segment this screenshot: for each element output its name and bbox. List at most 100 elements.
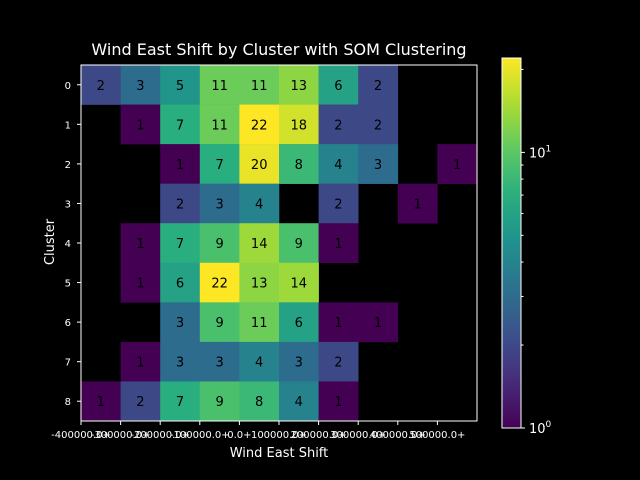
y-tick-label: 0	[65, 81, 71, 92]
heatmap-cell	[239, 381, 280, 422]
heatmap-cell	[199, 144, 240, 184]
heatmap-cell	[358, 65, 399, 105]
cell-value-label: 11	[211, 118, 228, 133]
heatmap-cell	[160, 144, 201, 184]
heatmap-cell	[318, 144, 359, 184]
cell-value-label: 2	[176, 197, 184, 212]
x-tick-label: 200000.0+	[291, 430, 347, 441]
heatmap-cell	[358, 144, 399, 184]
heatmap-cell	[199, 302, 240, 343]
cell-value-label: 1	[176, 158, 184, 173]
cell-value-label: 13	[291, 79, 308, 94]
cell-value-label: 18	[291, 118, 308, 133]
x-tick-label: -400000.0+	[51, 430, 111, 441]
cell-value-label: 22	[211, 277, 228, 292]
cell-value-label: 4	[334, 158, 342, 173]
heatmap-cell	[199, 341, 240, 382]
y-axis-ticks: 0 1 2 3 4 5 6 7 8	[65, 81, 81, 408]
cell-value-label: 2	[334, 197, 342, 212]
y-tick-label: 2	[65, 160, 71, 171]
heatmap-cell	[279, 262, 319, 303]
cell-value-label: 4	[295, 395, 303, 410]
heatmap-cell	[279, 341, 319, 382]
cell-value-label: 2	[136, 395, 144, 410]
heatmap-cell	[120, 262, 161, 303]
heatmap-cell	[120, 223, 161, 264]
cell-value-label: 1	[136, 356, 144, 371]
cell-value-label: 3	[176, 356, 184, 371]
heatmap-cell	[160, 341, 201, 382]
heatmap-cell	[318, 223, 359, 264]
heatmap-cell	[279, 223, 319, 264]
heatmap-cell	[358, 302, 399, 343]
heatmap-cell	[279, 302, 319, 343]
heatmap-cell	[160, 302, 201, 343]
x-tick-label: -300000.0+	[91, 430, 151, 441]
heatmap-cell	[120, 341, 161, 382]
heatmap-cell	[160, 223, 201, 264]
heatmap-cell	[318, 65, 359, 105]
cell-value-label: 14	[291, 277, 308, 292]
cell-value-label: 9	[215, 316, 223, 331]
y-tick-label: 1	[65, 120, 71, 131]
heatmap-cell	[279, 144, 319, 184]
x-tick-label: 100000.0+	[251, 430, 307, 441]
x-tick-label: 0.0+	[227, 430, 251, 441]
heatmap-cell	[239, 104, 280, 145]
heatmap-cell	[199, 223, 240, 264]
cell-value-label: 7	[215, 158, 223, 173]
heatmap-cell	[81, 65, 121, 105]
y-tick-label: 7	[65, 358, 71, 369]
x-tick-label: 500000.0+	[409, 430, 465, 441]
cell-value-label: 3	[215, 197, 223, 212]
x-tick-label: 400000.0+	[370, 430, 426, 441]
heatmap-cell	[279, 65, 319, 105]
heatmap-cell	[81, 381, 121, 422]
cell-value-label: 7	[176, 395, 184, 410]
heatmap-cell	[279, 104, 319, 145]
cell-value-label: 3	[176, 316, 184, 331]
cell-value-label: 3	[136, 79, 144, 94]
cell-value-label: 22	[251, 118, 268, 133]
heatmap-cell	[397, 183, 438, 224]
heatmap-cell	[239, 65, 280, 105]
cell-value-label: 6	[176, 277, 184, 292]
heatmap-cell	[239, 223, 280, 264]
heatmap-cell	[120, 104, 161, 145]
cell-value-label: 3	[374, 158, 382, 173]
colorbar-gradient	[501, 57, 522, 429]
cell-value-label: 2	[374, 118, 382, 133]
heatmap-cell	[239, 144, 280, 184]
x-tick-label: -100000.0+	[170, 430, 230, 441]
cell-value-label: 1	[334, 237, 342, 252]
cell-value-label: 5	[176, 79, 184, 94]
y-tick-label: 3	[65, 199, 71, 210]
y-tick-label: 4	[65, 239, 71, 250]
plot-area: 2 3 5 11 11 13 6 21 7 11 22 18 2 21 7 20 8 4 3 12 3 4 2 11 7 9 14 9…	[80, 64, 478, 422]
heatmap-cell	[239, 302, 280, 343]
cell-value-label: 1	[374, 316, 382, 331]
cell-value-label: 1	[136, 118, 144, 133]
heatmap-cell	[160, 262, 201, 303]
x-tick-label: 300000.0+	[330, 430, 386, 441]
cell-value-label: 20	[251, 158, 268, 173]
heatmap-cell	[239, 341, 280, 382]
heatmap-cell	[160, 104, 201, 145]
colorbar-tick-label: 100	[529, 420, 552, 437]
heatmap-cell	[160, 183, 201, 224]
x-axis-ticks: -400000.0+-300000.0+-200000.0+-100000.0+…	[51, 421, 465, 441]
cell-value-label: 7	[176, 118, 184, 133]
cell-value-label: 13	[251, 277, 268, 292]
cell-value-label: 1	[453, 158, 461, 173]
cell-value-label: 2	[374, 79, 382, 94]
cell-value-label: 2	[334, 118, 342, 133]
cell-value-label: 1	[136, 277, 144, 292]
cell-value-label: 6	[334, 79, 342, 94]
chart-title: Wind East Shift by Cluster with SOM Clus…	[91, 40, 466, 59]
cell-value-label: 2	[334, 356, 342, 371]
heatmap-cell	[318, 381, 359, 422]
heatmap-cell	[239, 183, 280, 224]
heatmap-cell	[199, 104, 240, 145]
cell-value-label: 8	[295, 158, 303, 173]
